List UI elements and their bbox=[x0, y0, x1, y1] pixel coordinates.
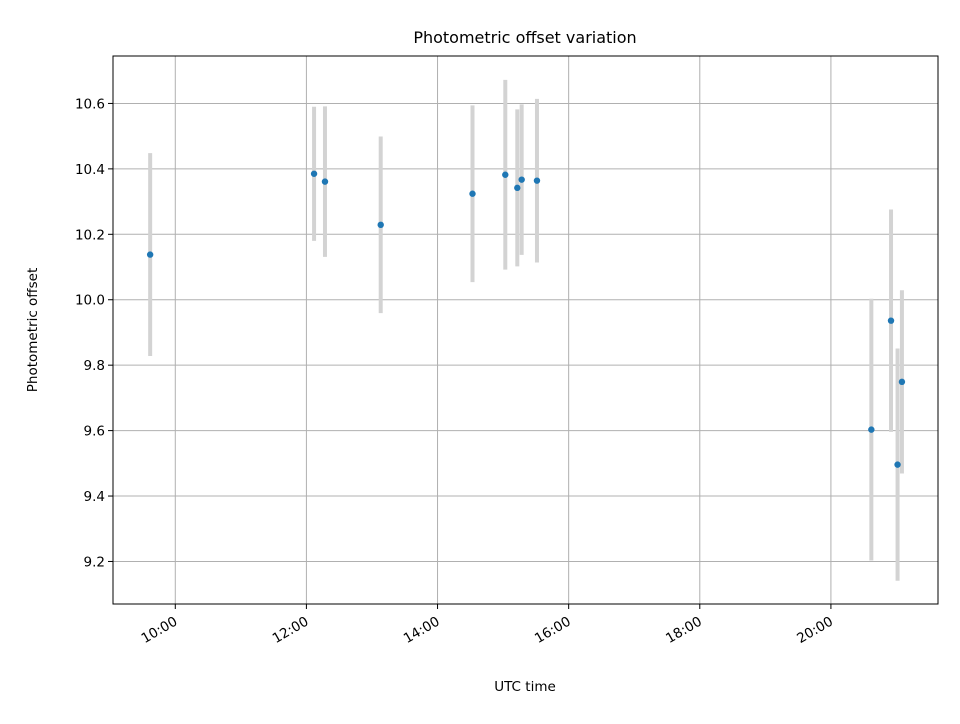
data-point bbox=[887, 317, 895, 324]
ticks: 10:00 12:00 14:00 16:00 18:00 20:00 9.2 9.4 9.6 9… bbox=[75, 96, 836, 646]
x-axis-label: UTC time bbox=[494, 679, 556, 695]
x-tick-label: 12:00 bbox=[270, 614, 312, 647]
y-tick-label: 9.4 bbox=[84, 489, 105, 505]
x-tick-label: 10:00 bbox=[139, 614, 181, 647]
data-point bbox=[894, 461, 901, 468]
y-tick-label: 9.6 bbox=[84, 424, 105, 440]
y-tick-label: 9.8 bbox=[84, 358, 105, 374]
x-tick-label: 20:00 bbox=[794, 614, 836, 647]
data-point bbox=[533, 177, 541, 184]
x-tick-label: 14:00 bbox=[401, 614, 443, 647]
data-point bbox=[518, 176, 525, 183]
plot-frame bbox=[112, 55, 939, 605]
data-point bbox=[377, 221, 384, 229]
data-point bbox=[898, 378, 906, 386]
data-point bbox=[514, 184, 521, 192]
y-axis-label: Photometric offset bbox=[25, 268, 41, 392]
data-point bbox=[469, 190, 476, 197]
y-tick-label: 10.6 bbox=[75, 96, 105, 112]
data-point bbox=[321, 178, 329, 185]
x-tick-label: 18:00 bbox=[663, 614, 705, 647]
data-marks bbox=[146, 79, 906, 581]
y-tick-label: 10.0 bbox=[75, 293, 105, 309]
data-point bbox=[146, 251, 154, 258]
y-tick-label: 9.2 bbox=[84, 554, 105, 570]
data-point bbox=[502, 171, 509, 178]
data-point bbox=[310, 170, 318, 177]
y-tick-label: 10.4 bbox=[75, 162, 105, 178]
grid bbox=[113, 56, 938, 604]
chart-title: Photometric offset variation bbox=[413, 28, 636, 47]
data-point bbox=[868, 426, 875, 433]
x-tick-label: 16:00 bbox=[532, 614, 574, 647]
y-tick-label: 10.2 bbox=[75, 227, 105, 243]
